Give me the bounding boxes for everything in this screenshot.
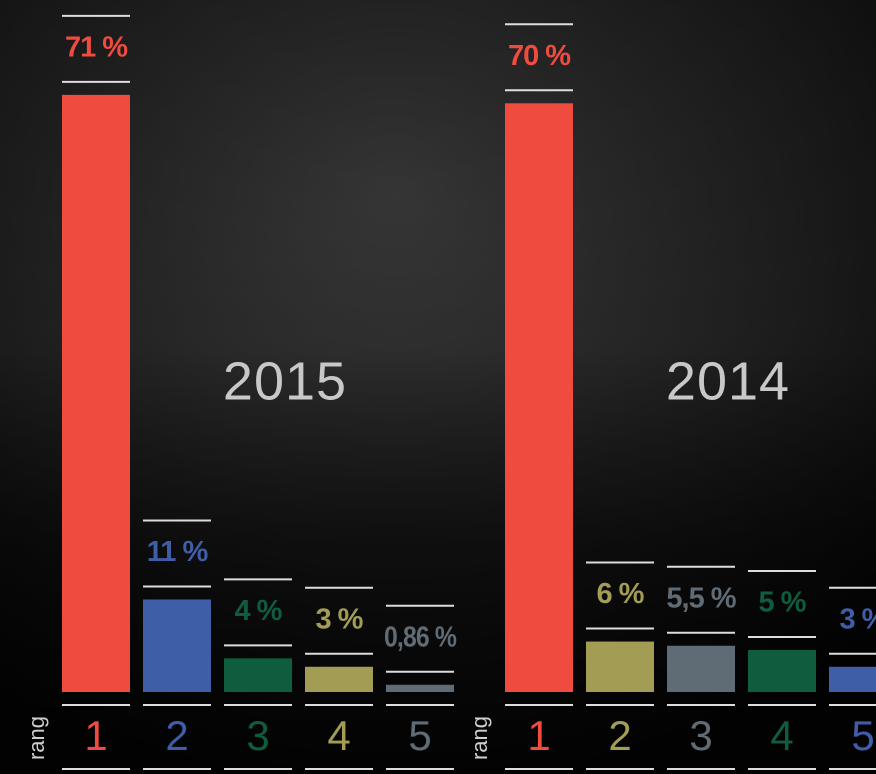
x-tick-label: 4 bbox=[327, 712, 350, 759]
bar bbox=[143, 599, 211, 692]
value-label: 3 % bbox=[316, 603, 364, 635]
value-label: 6 % bbox=[597, 578, 645, 610]
x-tick-label: 1 bbox=[527, 712, 550, 759]
value-label: 3 % bbox=[840, 603, 876, 635]
bar bbox=[505, 103, 573, 693]
chart-title: 2015 bbox=[223, 351, 347, 411]
bar bbox=[62, 94, 130, 692]
x-axis-label: rang bbox=[24, 716, 49, 760]
bar bbox=[305, 666, 373, 692]
value-label: 5 % bbox=[759, 587, 807, 619]
bar bbox=[386, 684, 454, 692]
value-label: 11 % bbox=[147, 536, 209, 568]
chart-title: 2014 bbox=[666, 351, 790, 411]
x-tick-label: 3 bbox=[689, 712, 712, 759]
bar bbox=[586, 641, 654, 692]
bar bbox=[667, 645, 735, 692]
x-tick-label: 4 bbox=[770, 712, 793, 759]
value-label: 71 % bbox=[65, 32, 128, 64]
value-label: 70 % bbox=[508, 40, 571, 72]
bar bbox=[224, 658, 292, 692]
bar bbox=[748, 649, 816, 692]
x-tick-label: 3 bbox=[246, 712, 269, 759]
x-axis-label: rang bbox=[467, 716, 492, 760]
x-tick-label: 5 bbox=[851, 712, 874, 759]
x-tick-label: 1 bbox=[84, 712, 107, 759]
x-tick-label: 5 bbox=[408, 712, 431, 759]
value-label: 4 % bbox=[235, 595, 283, 627]
value-label: 0,86 % bbox=[384, 621, 457, 653]
value-label: 5,5 % bbox=[666, 582, 736, 614]
x-tick-label: 2 bbox=[165, 712, 188, 759]
bar bbox=[829, 666, 876, 692]
x-tick-label: 2 bbox=[608, 712, 631, 759]
